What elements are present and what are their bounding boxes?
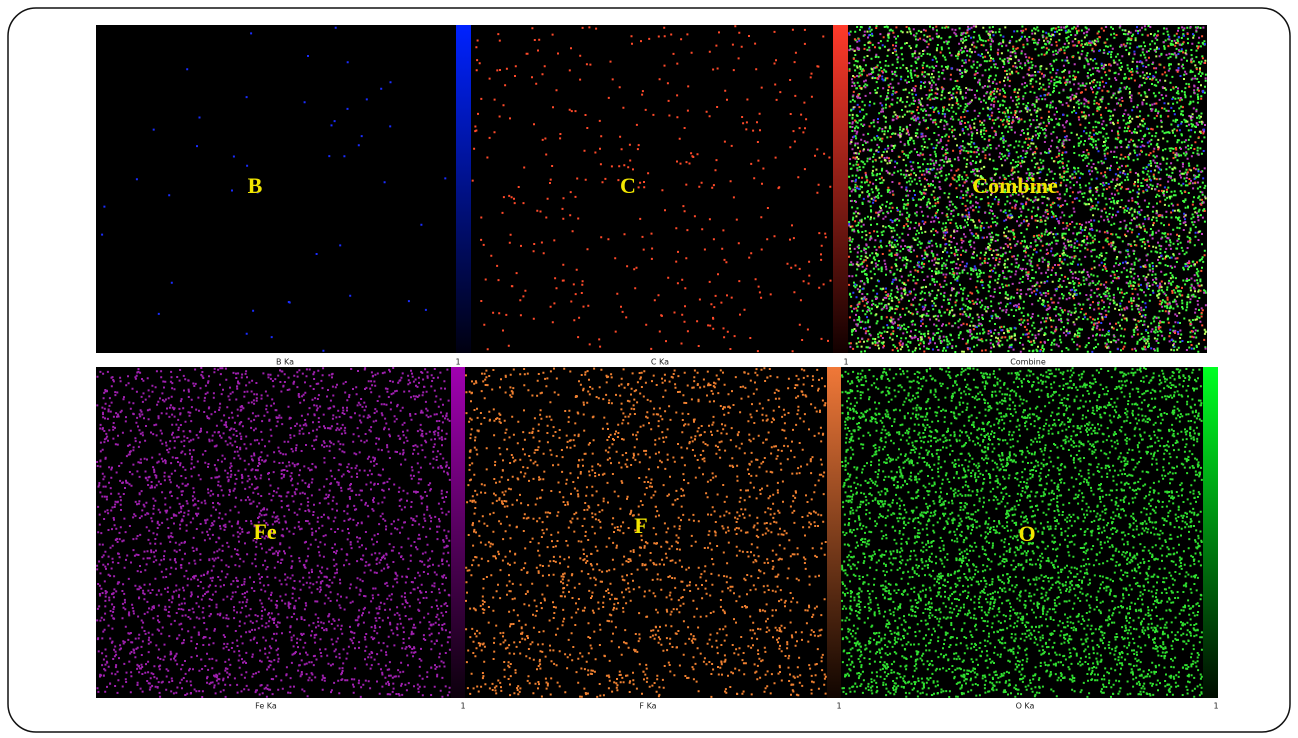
scale-label: 1 [1213,702,1218,711]
map-caption: C Ka [651,358,669,367]
element-label: F [634,513,647,538]
figure: B B Ka 1 C C Ka 1 Combine Combine Fe Fe Ka 1 F F Ka 1… [0,0,1298,738]
element-label: C [620,173,636,198]
map-image [96,25,456,353]
map-caption: B Ka [276,358,294,367]
color-scale-bar [1203,367,1218,698]
map-caption: Fe Ka [255,702,277,711]
element-label: Combine [972,173,1058,198]
map-caption: O Ka [1016,702,1035,711]
element-label: O [1018,521,1035,546]
map-caption: Combine [1010,358,1046,367]
element-label: Fe [253,519,276,544]
color-scale-bar [451,367,465,698]
scale-label: 1 [460,702,465,711]
scale-label: 1 [455,358,460,367]
color-scale-bar [833,25,848,353]
map-caption: F Ka [639,702,656,711]
scale-label: 1 [843,358,848,367]
color-scale-bar [456,25,471,353]
element-label: B [248,173,263,198]
scale-label: 1 [836,702,841,711]
color-scale-bar [827,367,841,698]
